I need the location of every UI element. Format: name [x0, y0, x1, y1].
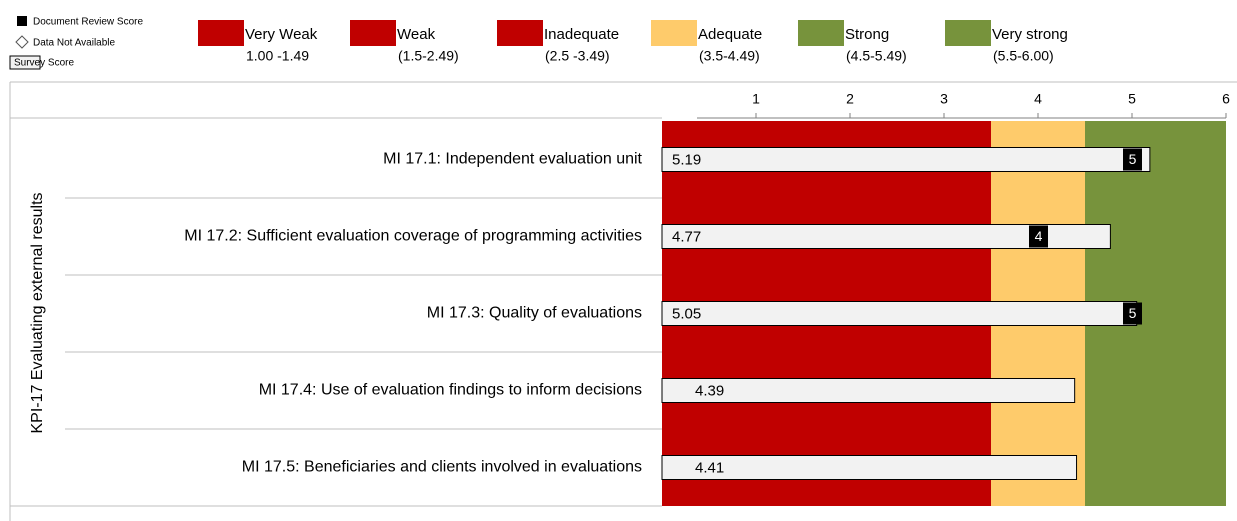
rating-name: Very Weak	[245, 26, 318, 43]
rating-name: Strong	[845, 26, 889, 43]
x-tick-label: 5	[1128, 91, 1136, 107]
legend-label: Document Review Score	[33, 17, 143, 28]
axis-title: KPI-17 Evaluating external results	[29, 192, 46, 433]
rating-name: Inadequate	[544, 26, 619, 43]
rating-name: Very strong	[992, 26, 1068, 43]
rating-name: Weak	[397, 26, 436, 43]
rating-swatch	[497, 20, 543, 46]
value-label: 5.19	[672, 151, 701, 168]
legend-label: Data Not Available	[33, 38, 116, 49]
document-score	[1123, 302, 1142, 325]
rating-swatch	[350, 20, 396, 46]
document-score-label: 5	[1129, 305, 1137, 321]
value-label: 4.41	[695, 459, 724, 476]
rating-range: (4.5-5.49)	[846, 48, 907, 64]
value-label: 4.77	[672, 228, 701, 245]
document-score-label: 5	[1129, 151, 1137, 167]
legend-diamond	[15, 35, 29, 49]
category-label: MI 17.3: Quality of evaluations	[427, 305, 642, 322]
x-tick-label: 6	[1222, 91, 1230, 107]
rating-name: Adequate	[698, 26, 762, 43]
survey-bar	[661, 147, 1151, 172]
rating-swatch	[945, 20, 991, 46]
category-label: MI 17.2: Sufficient evaluation coverage …	[184, 228, 642, 245]
document-score-label: 4	[1035, 228, 1043, 244]
category-label: MI 17.4: Use of evaluation findings to i…	[259, 382, 642, 399]
x-tick-label: 4	[1034, 91, 1042, 107]
rating-range: (1.5-2.49)	[398, 48, 459, 64]
survey-bar	[661, 378, 1076, 403]
x-tick-label: 3	[940, 91, 948, 107]
document-score	[1123, 148, 1142, 171]
rating-swatch	[198, 20, 244, 46]
rating-range: (3.5-4.49)	[699, 48, 760, 64]
rating-range: 1.00 -1.49	[246, 48, 309, 64]
rating-swatch	[651, 20, 697, 46]
x-tick-label: 1	[752, 91, 760, 107]
legend-swatch	[17, 16, 27, 26]
legend-label: Survey Score	[14, 58, 74, 69]
legend-swatch	[9, 55, 41, 70]
survey-bar	[661, 455, 1078, 480]
rating-range: (5.5-6.00)	[993, 48, 1054, 64]
rating-range: (2.5 -3.49)	[545, 48, 610, 64]
x-tick-label: 2	[846, 91, 854, 107]
category-label: MI 17.1: Independent evaluation unit	[383, 151, 642, 168]
rating-swatch	[798, 20, 844, 46]
value-label: 5.05	[672, 305, 701, 322]
category-label: MI 17.5: Beneficiaries and clients invol…	[242, 459, 642, 476]
survey-bar	[661, 301, 1138, 326]
document-score	[1029, 225, 1048, 248]
value-label: 4.39	[695, 382, 724, 399]
